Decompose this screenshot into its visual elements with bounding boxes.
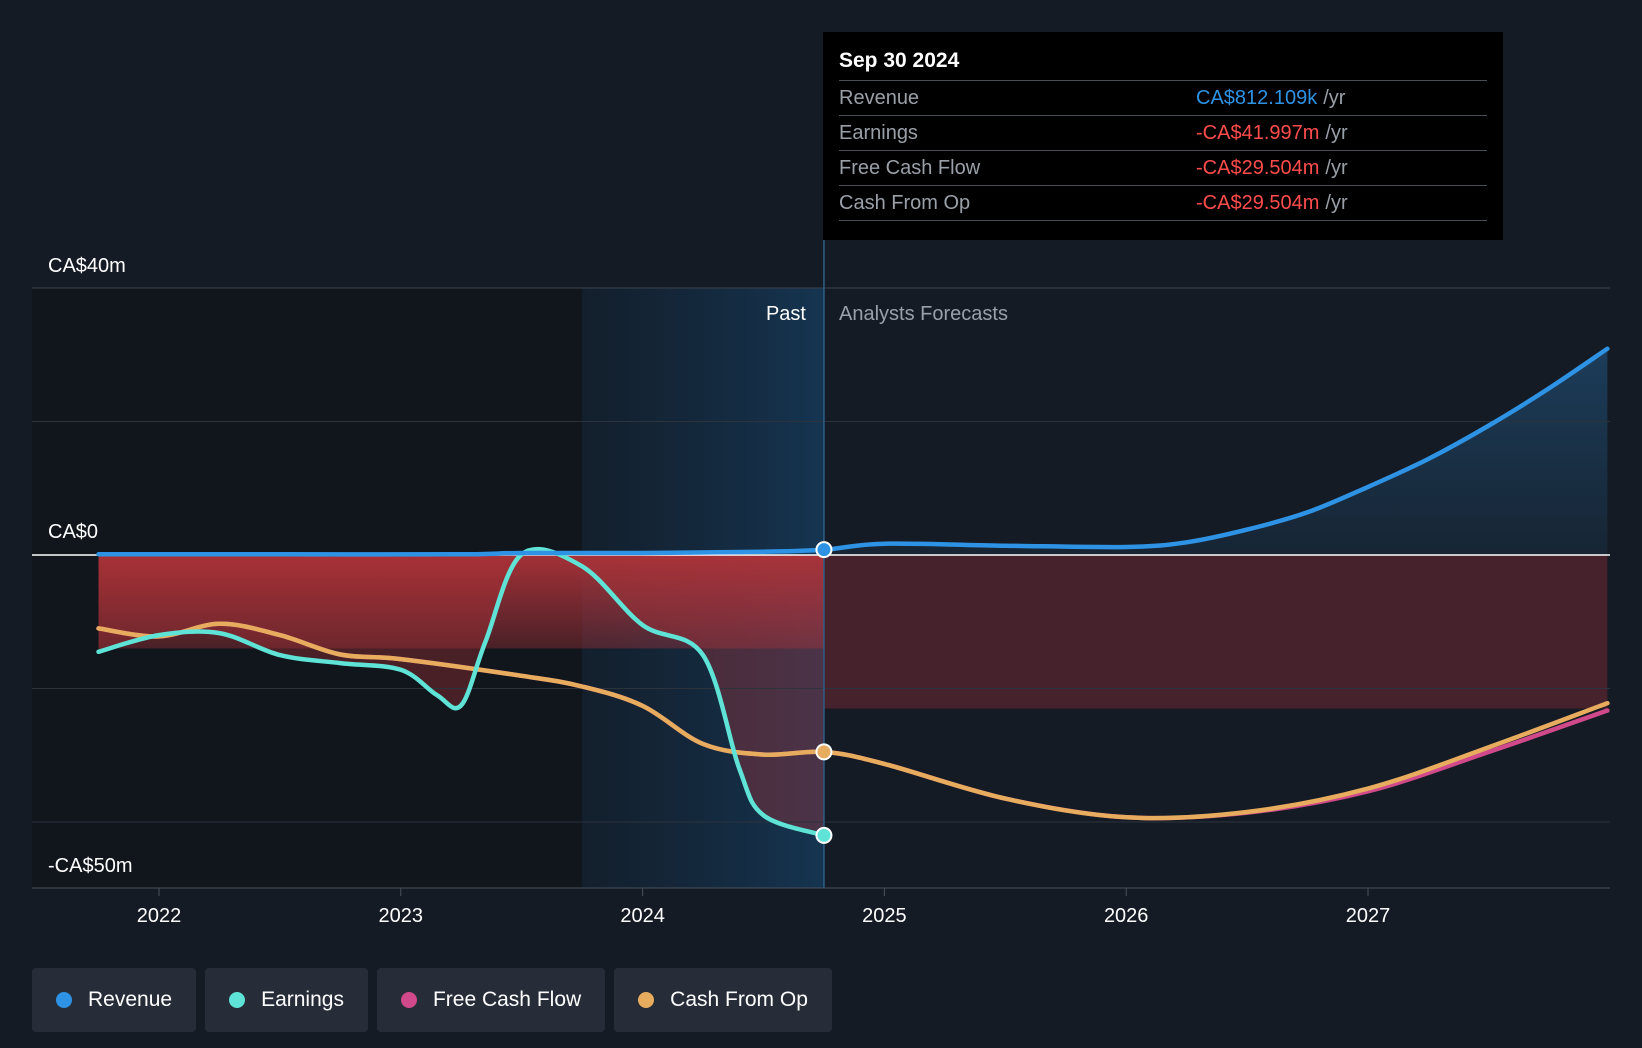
- tooltip-label: Revenue: [839, 86, 920, 109]
- revenue-marker: [815, 541, 833, 559]
- tooltip-value: CA$812.109k: [1196, 86, 1318, 109]
- legend-label: Revenue: [88, 988, 173, 1011]
- past-label: Past: [766, 303, 806, 325]
- legend-item-free-cash-flow[interactable]: Free Cash Flow: [376, 968, 606, 1032]
- legend: Revenue Earnings Free Cash Flow Cash Fro…: [32, 968, 832, 1032]
- tooltip-value: -CA$41.997m: [1196, 121, 1320, 144]
- tooltip-unit: /yr: [1325, 191, 1348, 214]
- tooltip-label: Earnings: [839, 121, 918, 144]
- tooltip-label: Free Cash Flow: [839, 156, 981, 179]
- tooltip-value: -CA$29.504m: [1196, 191, 1320, 214]
- cash-from-op-dot-icon: [638, 992, 655, 1008]
- x-tick-label-2023: 2023: [379, 905, 424, 927]
- legend-item-revenue[interactable]: Revenue: [32, 968, 197, 1032]
- tooltip-row-cash-from-op: Cash From Op -CA$29.504m /yr: [839, 185, 1487, 221]
- x-tick-label-2027: 2027: [1346, 905, 1391, 927]
- x-tick-label-2022: 2022: [137, 905, 182, 927]
- tooltip-value: -CA$29.504m: [1196, 156, 1320, 179]
- tooltip-label: Cash From Op: [839, 191, 971, 214]
- forecast-loss-fill: [823, 555, 1608, 709]
- legend-item-cash-from-op[interactable]: Cash From Op: [614, 968, 832, 1032]
- x-tick-label-2026: 2026: [1104, 905, 1149, 927]
- legend-label: Earnings: [261, 988, 344, 1011]
- earnings-area-fill: [98, 549, 824, 836]
- earnings-dot-icon: [229, 992, 246, 1008]
- cash-from-op-marker: [815, 743, 833, 761]
- y-tick-label-bottom: -CA$50m: [48, 855, 132, 877]
- x-tick-label-2024: 2024: [620, 905, 665, 927]
- tooltip-unit: /yr: [1325, 121, 1348, 144]
- revenue-line: [96, 346, 1610, 557]
- tooltip-date: Sep 30 2024: [839, 49, 960, 72]
- hover-tooltip: Sep 30 2024 Revenue CA$812.109k /yr Earn…: [823, 32, 1503, 240]
- revenue-area-fill: [98, 348, 1608, 555]
- legend-label: Cash From Op: [670, 988, 808, 1011]
- tooltip-row-earnings: Earnings -CA$41.997m /yr: [839, 115, 1487, 150]
- earnings-line: [96, 547, 827, 838]
- free-cash-flow-dot-icon: [400, 992, 417, 1008]
- earnings-marker: [815, 826, 833, 844]
- cash-from-op-line: [96, 621, 1610, 821]
- tooltip-row-free-cash-flow: Free Cash Flow -CA$29.504m /yr: [839, 150, 1487, 185]
- legend-item-earnings[interactable]: Earnings: [205, 968, 368, 1032]
- x-tick-label-2025: 2025: [862, 905, 907, 927]
- y-tick-label-zero: CA$0: [48, 521, 98, 543]
- forecast-label: Analysts Forecasts: [839, 303, 1008, 325]
- tooltip-row-revenue: Revenue CA$812.109k /yr: [839, 80, 1487, 115]
- revenue-dot-icon: [56, 992, 72, 1008]
- y-tick-label-top: CA$40m: [48, 255, 126, 277]
- legend-label: Free Cash Flow: [432, 988, 582, 1011]
- tooltip-unit: /yr: [1323, 86, 1346, 109]
- tooltip-unit: /yr: [1325, 156, 1348, 179]
